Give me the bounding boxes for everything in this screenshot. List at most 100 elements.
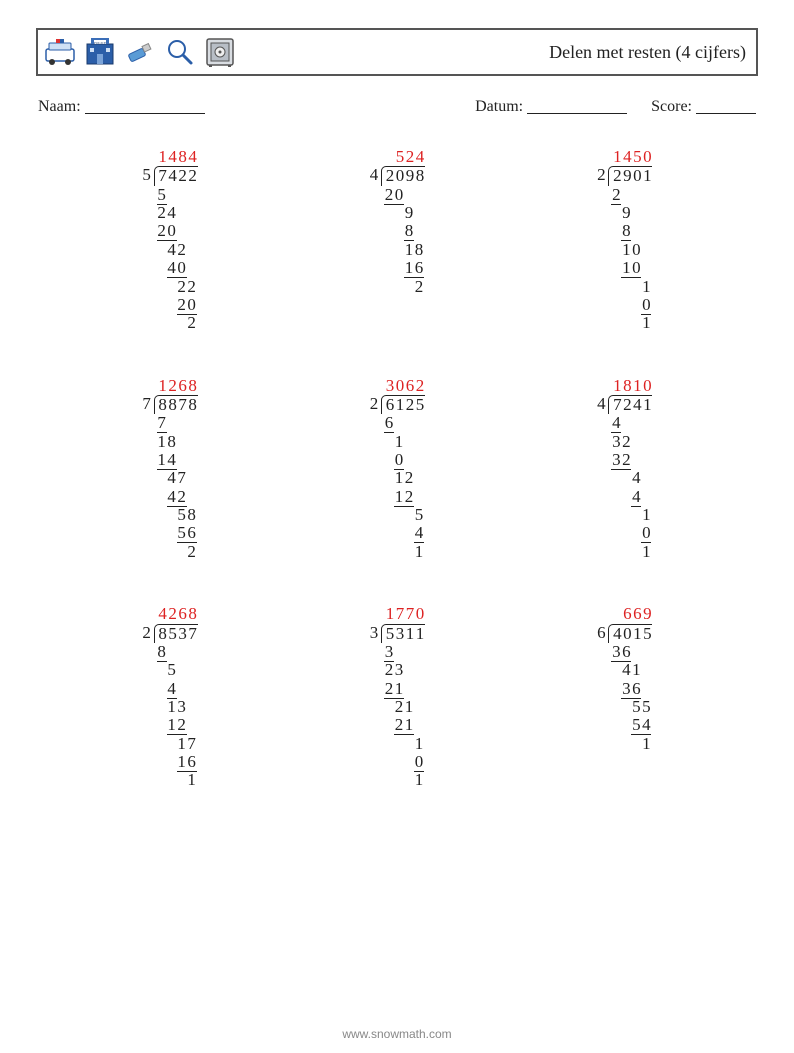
worksheet-title: Delen met resten (4 cijfers) [549, 42, 746, 63]
work-step: 42 [157, 241, 198, 259]
work-step: 1 [611, 735, 652, 753]
work-step: 41 [611, 661, 652, 679]
work-step: 9 [611, 204, 652, 222]
division-row: 35311 [369, 624, 425, 643]
dividend: 6125 [381, 395, 425, 414]
work-step: 56 [157, 524, 198, 542]
division-row: 64015 [596, 624, 652, 643]
work-step: 1 [384, 735, 425, 753]
magnifying-glass-icon [162, 34, 198, 70]
quotient: 1770 [384, 605, 425, 623]
name-blank[interactable] [85, 98, 205, 114]
quotient: 669 [611, 605, 652, 623]
name-label: Naam: [38, 98, 81, 116]
problem: 1810472414323244101 [531, 377, 718, 562]
work-step: 6 [384, 414, 425, 432]
work-step: 58 [157, 506, 198, 524]
work-step: 9 [384, 204, 425, 222]
problems-grid: 1484574225242042402220252442098209818162… [36, 148, 758, 790]
dividend: 2098 [381, 166, 425, 185]
date-label: Datum: [475, 98, 523, 116]
divisor: 2 [369, 395, 381, 414]
work-step: 5 [384, 506, 425, 524]
division-row: 78878 [142, 395, 198, 414]
header-bar: POLICE Delen met resten (4 cijfers) [36, 28, 758, 76]
division-row: 47241 [596, 395, 652, 414]
problem: 6696401536413655541 [531, 605, 718, 790]
divisor: 4 [369, 166, 381, 185]
work-step: 1 [611, 543, 652, 561]
work-step: 1 [384, 433, 425, 451]
work-step: 0 [384, 753, 425, 771]
quotient: 1810 [611, 377, 652, 395]
usb-stick-icon [122, 34, 158, 70]
division-row: 57422 [142, 166, 198, 185]
work-step: 2 [611, 186, 652, 204]
work-step: 1 [384, 771, 425, 789]
problem: 52442098209818162 [303, 148, 490, 333]
work-step: 4 [611, 469, 652, 487]
problem: 177035311323212121101 [303, 605, 490, 790]
work-step: 4 [157, 680, 198, 698]
work-step: 4 [611, 414, 652, 432]
problem: 3062261256101212541 [303, 377, 490, 562]
footer-url: www.snowmath.com [0, 1027, 794, 1041]
work-step: 8 [384, 222, 425, 240]
work-step: 18 [384, 241, 425, 259]
work-step: 5 [157, 186, 198, 204]
work-step: 12 [157, 716, 198, 734]
problem: 12687887871814474258562 [76, 377, 263, 562]
date-blank[interactable] [527, 98, 627, 114]
work-step: 20 [157, 296, 198, 314]
divisor: 6 [596, 624, 608, 643]
work-step: 36 [611, 680, 652, 698]
dividend: 7241 [608, 395, 652, 414]
dividend: 8878 [154, 395, 198, 414]
score-blank[interactable] [696, 98, 756, 114]
work-step: 8 [157, 643, 198, 661]
work-step: 47 [157, 469, 198, 487]
divisor: 5 [142, 166, 154, 185]
work-step: 0 [611, 524, 652, 542]
work-step: 40 [157, 259, 198, 277]
division-row: 26125 [369, 395, 425, 414]
division-row: 22901 [596, 166, 652, 185]
work-step: 4 [611, 488, 652, 506]
svg-text:POLICE: POLICE [94, 41, 106, 45]
work-step: 7 [157, 414, 198, 432]
work-step: 3 [384, 643, 425, 661]
dividend: 8537 [154, 624, 198, 643]
meta-row: Naam: Datum: Score: [38, 98, 756, 116]
dividend: 7422 [154, 166, 198, 185]
work-step: 21 [384, 698, 425, 716]
work-step: 1 [611, 314, 652, 332]
header-icons: POLICE [42, 34, 238, 70]
divisor: 2 [142, 624, 154, 643]
work-step: 16 [384, 259, 425, 277]
dividend: 4015 [608, 624, 652, 643]
work-step: 14 [157, 451, 198, 469]
divisor: 3 [369, 624, 381, 643]
work-step: 55 [611, 698, 652, 716]
divisor: 2 [596, 166, 608, 185]
work-step: 2 [157, 543, 198, 561]
dividend: 2901 [608, 166, 652, 185]
work-step: 12 [384, 488, 425, 506]
work-step: 0 [384, 451, 425, 469]
work-step: 4 [384, 524, 425, 542]
work-step: 21 [384, 716, 425, 734]
work-step: 32 [611, 451, 652, 469]
work-step: 2 [157, 314, 198, 332]
work-step: 10 [611, 241, 652, 259]
work-step: 32 [611, 433, 652, 451]
work-step: 1 [384, 543, 425, 561]
divisor: 4 [596, 395, 608, 414]
work-step: 13 [157, 698, 198, 716]
work-step: 21 [384, 680, 425, 698]
work-step: 54 [611, 716, 652, 734]
problem: 1450229012981010101 [531, 148, 718, 333]
police-station-icon: POLICE [82, 34, 118, 70]
work-step: 10 [611, 259, 652, 277]
work-step: 1 [611, 506, 652, 524]
work-step: 42 [157, 488, 198, 506]
